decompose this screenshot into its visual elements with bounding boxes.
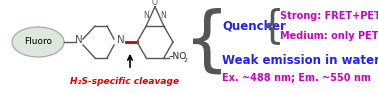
Text: {: {: [260, 7, 284, 45]
Text: Ex. ~488 nm; Em. ~550 nm: Ex. ~488 nm; Em. ~550 nm: [222, 73, 371, 83]
Text: H₂S-specific cleavage: H₂S-specific cleavage: [70, 77, 180, 86]
Text: N: N: [161, 11, 166, 20]
Text: –NO: –NO: [169, 52, 187, 61]
Text: Strong: FRET+PET: Strong: FRET+PET: [280, 11, 378, 21]
Text: Quencher: Quencher: [222, 19, 286, 33]
Text: {: {: [184, 8, 230, 77]
Text: N: N: [75, 35, 83, 45]
Text: Medium: only PET: Medium: only PET: [280, 31, 378, 41]
Ellipse shape: [12, 27, 64, 57]
Text: Weak emission in water: Weak emission in water: [222, 53, 378, 66]
Text: O: O: [152, 0, 158, 7]
Text: 2: 2: [184, 58, 188, 63]
Text: Fluoro: Fluoro: [24, 38, 52, 47]
Text: N: N: [144, 11, 149, 20]
Text: N: N: [117, 35, 125, 45]
